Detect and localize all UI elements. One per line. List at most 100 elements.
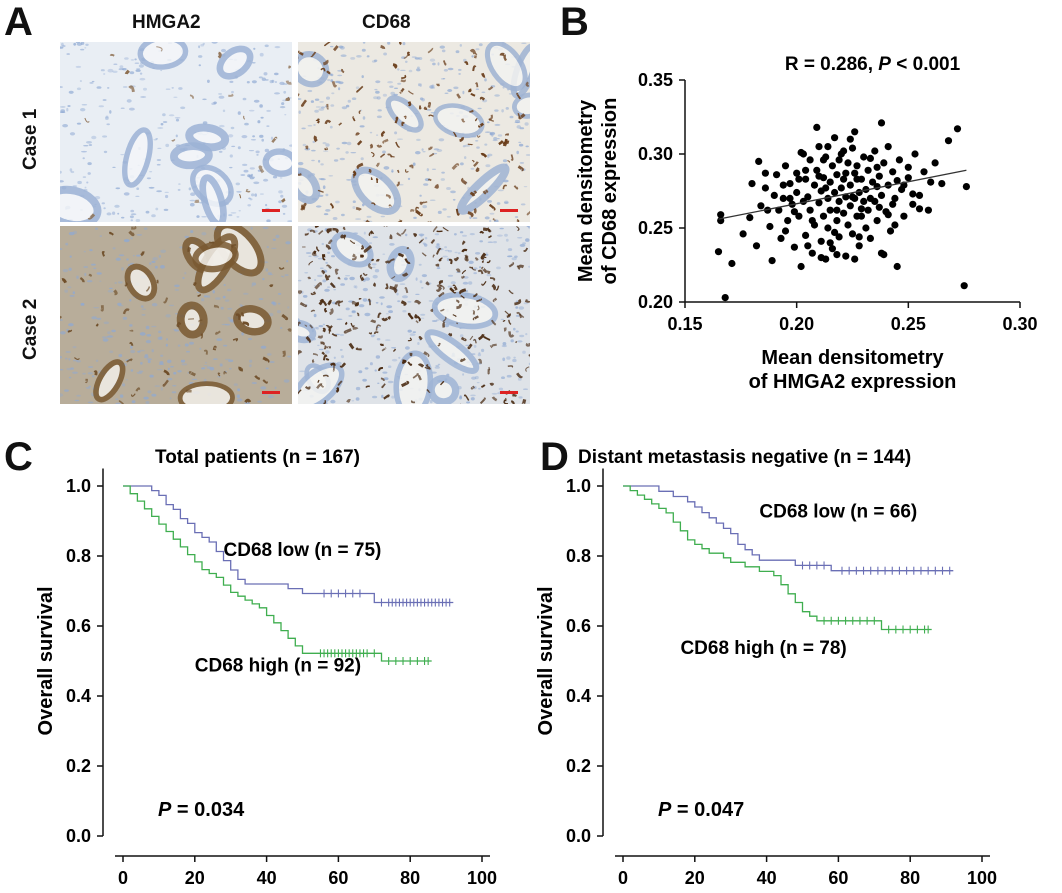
x-tick-label: 0: [118, 868, 128, 888]
series-label: CD68 low (n = 66): [759, 502, 917, 523]
scatter-point: [909, 200, 917, 208]
x-axis-label: of HMGA2 expression: [749, 371, 957, 393]
scatter-point: [835, 156, 843, 164]
scatter-point: [833, 171, 841, 179]
scatter-point: [721, 294, 729, 302]
scatter-point: [831, 188, 839, 197]
p-value: P = 0.034: [158, 799, 245, 821]
scatter-point: [819, 212, 828, 220]
scatter-point: [779, 194, 787, 202]
scatter-chart-b: 0.15 0.20 0.25 0.300.200.250.300.35R = 0.28…: [575, 54, 1038, 393]
col-label-cd68: CD68: [362, 12, 411, 33]
x-tick-label: 60: [828, 868, 848, 888]
scatter-point: [813, 123, 821, 131]
scatter-point: [833, 206, 841, 214]
scatter-point: [797, 262, 805, 271]
series-label: CD68 high (n = 78): [680, 638, 846, 659]
scatter-point: [842, 252, 850, 260]
scatter-point: [840, 147, 848, 155]
scatter-point: [860, 197, 868, 205]
scatter-point: [889, 168, 897, 176]
scatter-point: [833, 251, 841, 259]
scatter-point: [755, 157, 763, 165]
scatter-point: [900, 212, 908, 220]
y-tick-label: 0.35: [638, 70, 673, 90]
chart-title: R = 0.286, P < 0.001: [785, 54, 961, 75]
scatter-point: [960, 282, 968, 290]
scatter-point: [889, 200, 897, 208]
scatter-point: [804, 193, 812, 201]
scatter-point: [915, 205, 924, 213]
scatter-point: [768, 257, 776, 265]
scatter-point: [790, 243, 798, 251]
scatter-point: [862, 224, 870, 232]
scatter-point: [851, 169, 859, 177]
scatter-point: [795, 212, 803, 220]
y-tick-label: 0.8: [566, 546, 591, 566]
scatter-point: [893, 262, 901, 271]
x-tick-label: 0.30: [1002, 314, 1037, 334]
scatter-point: [757, 202, 765, 210]
scatter-point: [891, 194, 899, 202]
scatter-point: [833, 217, 841, 225]
x-tick-label: 0.20: [779, 314, 814, 334]
scatter-point: [828, 162, 836, 170]
survival-curve: [123, 485, 432, 662]
scatter-point: [844, 221, 852, 229]
scatter-point: [853, 162, 861, 170]
scatter-point: [877, 191, 886, 199]
scatter-point: [817, 254, 825, 262]
scatter-point: [826, 178, 834, 186]
scatter-point: [869, 178, 877, 186]
scatter-point: [880, 159, 888, 167]
scatter-point: [851, 128, 859, 136]
scatter-point: [846, 181, 854, 189]
scatter-point: [837, 184, 845, 192]
scatter-point: [808, 217, 816, 225]
scatter-point: [764, 206, 772, 214]
scatter-point: [810, 181, 819, 189]
scatter-point: [790, 208, 798, 216]
scatter-point: [873, 183, 881, 191]
scatter-point: [806, 206, 814, 214]
scatter-point: [857, 212, 865, 220]
scatter-point: [831, 228, 839, 236]
scatter-point: [773, 171, 781, 179]
y-axis-label: Overall survival: [535, 587, 557, 736]
scatter-point: [835, 197, 843, 205]
scatter-point: [781, 227, 790, 235]
scatter-point: [953, 125, 962, 133]
x-tick-label: 0.15: [667, 314, 702, 334]
panel-b-label: B: [560, 0, 589, 44]
y-tick-label: 0.2: [566, 756, 591, 776]
scatter-point: [848, 230, 857, 238]
x-tick-label: 0.25: [891, 314, 926, 334]
panel-c-label: C: [4, 435, 33, 479]
scatter-point: [877, 119, 886, 127]
x-tick-label: 20: [685, 868, 705, 888]
scatter-point: [817, 237, 825, 245]
y-tick-label: 0.30: [638, 144, 673, 164]
scatter-point: [962, 183, 970, 191]
survival-curve: [623, 485, 932, 631]
y-tick-label: 1.0: [66, 476, 91, 496]
scatter-point: [826, 206, 834, 214]
scatter-point: [717, 211, 725, 219]
micrograph-case1-hmga2: [60, 42, 292, 222]
survival-curve: [623, 485, 954, 572]
scatter-point: [875, 203, 883, 211]
scatter-point: [873, 163, 881, 171]
scatter-point: [915, 191, 924, 199]
scatter-point: [866, 234, 874, 242]
scatter-point: [938, 180, 946, 188]
scatter-point: [819, 156, 828, 164]
survival-chart-d: 0.00.20.40.60.81.0020406080100Time (mont…: [535, 447, 997, 888]
scatter-point: [802, 231, 810, 239]
scatter-point: [853, 175, 861, 183]
scatter-point: [813, 166, 821, 174]
scatter-point: [846, 202, 854, 210]
scatter-point: [777, 234, 785, 242]
scatter-point: [808, 249, 816, 257]
y-tick-label: 0.0: [66, 826, 91, 846]
scatter-point: [739, 230, 747, 238]
